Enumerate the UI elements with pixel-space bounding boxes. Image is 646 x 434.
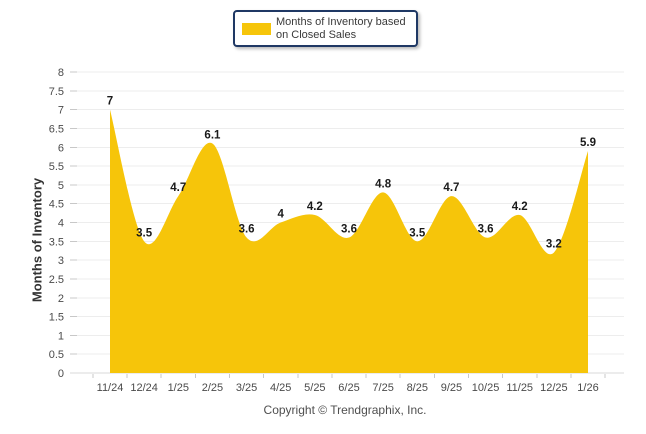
x-tick-label: 7/25 [372, 382, 393, 394]
legend-swatch [242, 22, 271, 35]
data-point-label: 7 [107, 96, 113, 108]
x-tick-label: 4/25 [270, 382, 291, 394]
y-tick-label: 6.5 [49, 123, 64, 135]
y-tick-label: 6 [58, 142, 64, 154]
x-tick-label: 11/24 [97, 382, 124, 394]
x-tick-label: 8/25 [407, 382, 428, 394]
y-tick-label: 8 [58, 67, 64, 79]
data-point-label: 6.1 [204, 129, 221, 141]
y-tick-label: 3 [58, 255, 64, 267]
x-tick-label: 12/25 [540, 382, 568, 394]
inventory-area-series [110, 109, 588, 373]
y-tick-label: 4 [58, 218, 64, 230]
x-tick-label: 11/25 [506, 382, 533, 394]
y-tick-label: 3.5 [49, 236, 64, 248]
data-point-label: 4.7 [443, 182, 459, 194]
y-tick-label: 7.5 [49, 86, 64, 98]
y-tick-label: 7 [58, 105, 64, 117]
y-tick-label: 4.5 [49, 199, 64, 211]
x-tick-label: 6/25 [338, 382, 359, 394]
y-tick-label: 5 [58, 180, 64, 192]
y-tick-label: 0.5 [49, 349, 64, 361]
data-point-label: 3.2 [546, 239, 562, 251]
y-tick-label: 0 [58, 368, 64, 380]
data-point-label: 4.7 [170, 182, 186, 194]
data-point-label: 3.5 [409, 227, 426, 239]
x-tick-label: 9/25 [441, 382, 462, 394]
x-tick-label: 10/25 [472, 382, 500, 394]
y-axis-title: Months of Inventory [29, 177, 45, 303]
data-point-label: 4.8 [375, 178, 392, 190]
legend-label: Months of Inventory based on Closed Sale… [276, 15, 406, 41]
y-tick-label: 2 [58, 293, 64, 305]
y-tick-label: 1.5 [49, 312, 64, 324]
x-tick-label: 1/25 [168, 382, 189, 394]
data-point-label: 3.5 [136, 227, 153, 239]
data-point-label: 3.6 [341, 224, 357, 236]
data-point-label: 4.2 [512, 201, 528, 213]
x-tick-label: 2/25 [202, 382, 223, 394]
data-point-label: 4.2 [307, 201, 323, 213]
data-point-label: 4 [278, 209, 285, 221]
legend: Months of Inventory based on Closed Sale… [233, 10, 418, 47]
data-point-label: 5.9 [580, 137, 596, 149]
x-tick-label: 3/25 [236, 382, 257, 394]
x-tick-label: 12/24 [130, 382, 158, 394]
data-point-label: 3.6 [478, 224, 494, 236]
data-point-label: 3.6 [239, 224, 255, 236]
x-tick-label: 5/25 [304, 382, 325, 394]
y-tick-label: 5.5 [49, 161, 64, 173]
y-tick-label: 1 [58, 330, 64, 342]
copyright-text: Copyright © Trendgraphix, Inc. [263, 403, 427, 417]
x-tick-label: 1/26 [577, 382, 598, 394]
y-tick-label: 2.5 [49, 274, 64, 286]
